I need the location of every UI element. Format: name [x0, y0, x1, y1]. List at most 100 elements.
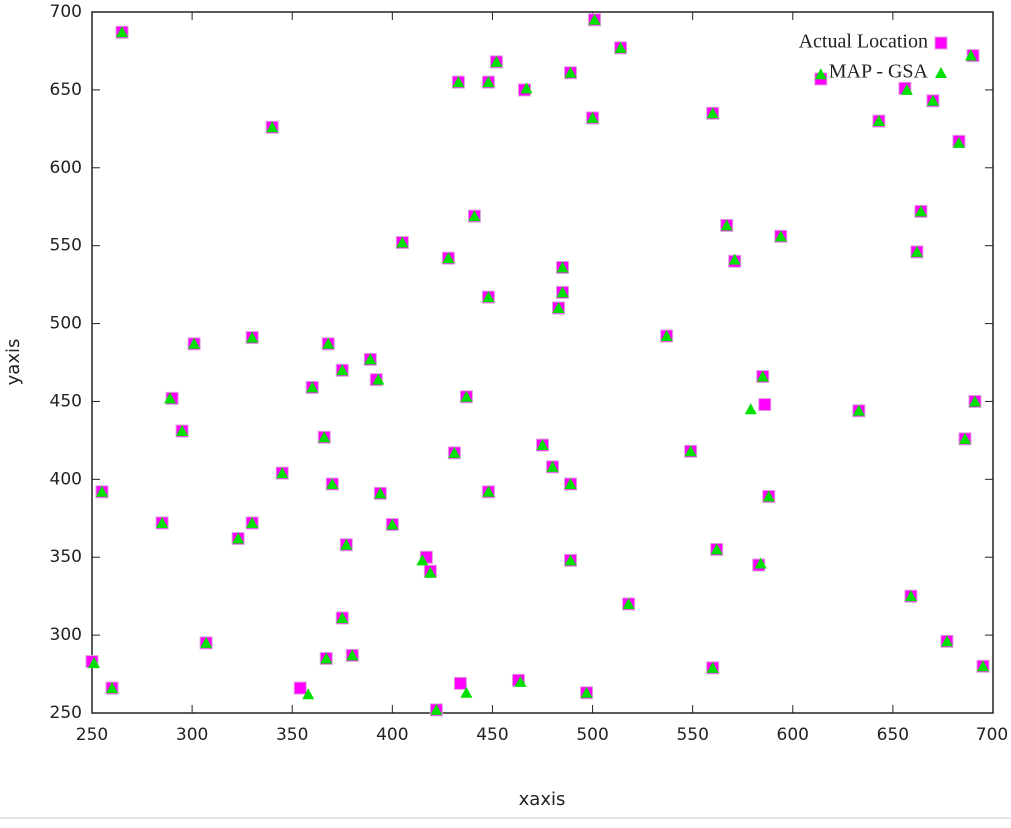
point: [964, 49, 977, 61]
point: [336, 364, 349, 376]
point: [340, 538, 353, 550]
point: [904, 590, 917, 602]
point: [720, 219, 733, 231]
point: [266, 121, 279, 133]
point: [556, 261, 569, 273]
y-tick-label: 700: [50, 2, 82, 22]
y-tick-label: 550: [50, 236, 82, 256]
point: [482, 291, 495, 303]
y-axis-title: yaxis: [3, 339, 24, 386]
point: [460, 390, 473, 402]
point: [758, 398, 772, 412]
point: [452, 76, 465, 88]
x-tick-label: 350: [276, 725, 308, 745]
y-tick-label: 250: [50, 703, 82, 723]
x-tick-label: 400: [376, 725, 408, 745]
point: [586, 111, 599, 123]
x-tick-label: 650: [877, 725, 909, 745]
point: [326, 478, 339, 490]
point: [336, 611, 349, 623]
point: [710, 543, 723, 555]
point: [200, 636, 213, 648]
plot-frame: [91, 11, 994, 714]
y-tick-label: 650: [50, 80, 82, 100]
point: [346, 649, 359, 661]
x-axis-title: xaxis: [519, 789, 566, 810]
point: [614, 41, 627, 53]
point: [564, 554, 577, 566]
point: [164, 392, 177, 404]
point: [490, 55, 503, 67]
point: [320, 652, 333, 664]
point: [622, 597, 635, 609]
point: [372, 373, 385, 385]
point: [940, 635, 953, 647]
point: [430, 703, 443, 715]
point: [900, 83, 913, 95]
point: [246, 331, 259, 343]
x-tick-label: 550: [676, 725, 708, 745]
y-tick-label: 450: [50, 391, 82, 411]
point: [536, 439, 549, 451]
point: [546, 460, 559, 472]
y-tick-label: 600: [50, 158, 82, 178]
point: [246, 516, 259, 528]
point: [762, 490, 775, 502]
point: [706, 661, 719, 673]
legend: Actual Location MAP - GSA: [799, 31, 948, 83]
point: [976, 660, 989, 672]
x-tick-label: 300: [176, 725, 208, 745]
x-tick-label: 700: [976, 725, 1008, 745]
point: [744, 403, 757, 415]
point: [774, 230, 787, 242]
point: [374, 487, 387, 499]
point: [728, 253, 741, 265]
point: [293, 681, 307, 695]
point: [302, 688, 315, 700]
point: [453, 676, 467, 690]
point: [318, 431, 331, 443]
point: [276, 467, 289, 479]
legend-swatch: [935, 67, 947, 78]
y-tick-label: 350: [50, 547, 82, 567]
point: [416, 554, 429, 566]
point: [188, 337, 201, 349]
point: [386, 518, 399, 530]
point: [872, 115, 885, 127]
point: [482, 485, 495, 497]
point: [580, 686, 593, 698]
point: [814, 68, 827, 80]
point: [754, 557, 767, 569]
point: [520, 82, 533, 94]
point: [958, 432, 971, 444]
point: [468, 210, 481, 222]
point: [106, 682, 119, 694]
x-tick-label: 500: [576, 725, 608, 745]
point: [756, 370, 769, 382]
point: [176, 425, 189, 437]
point: [564, 66, 577, 78]
point: [306, 381, 319, 393]
point: [88, 657, 101, 669]
point: [448, 446, 461, 458]
point: [364, 353, 377, 365]
point: [684, 445, 697, 457]
legend-label: MAP - GSA: [829, 61, 929, 83]
point: [968, 395, 981, 407]
point: [396, 236, 409, 248]
point: [706, 107, 719, 119]
point: [926, 94, 939, 106]
point: [232, 532, 245, 544]
point: [914, 205, 927, 217]
x-tick-label: 250: [76, 725, 108, 745]
point: [96, 485, 109, 497]
legend-swatch: [934, 36, 948, 50]
y-tick-label: 500: [50, 314, 82, 334]
legend-label: Actual Location: [799, 31, 928, 53]
point: [952, 136, 965, 148]
point: [424, 566, 437, 578]
point: [514, 675, 527, 687]
point: [852, 404, 865, 416]
